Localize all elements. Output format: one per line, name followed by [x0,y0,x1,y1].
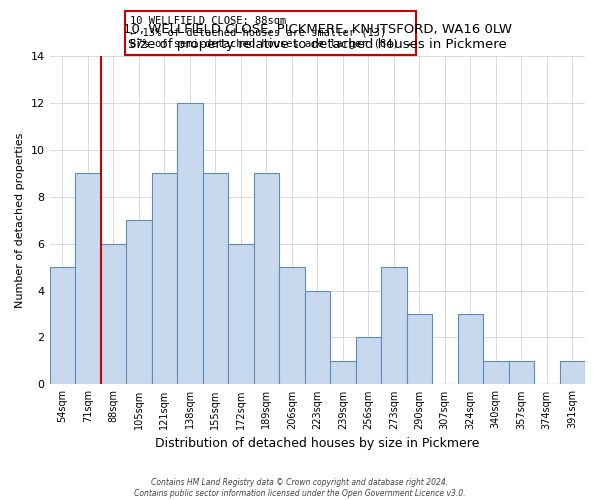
Bar [152,173,177,384]
Bar [509,361,534,384]
Bar [356,338,381,384]
Bar [177,103,203,384]
Bar [560,361,585,384]
Bar [483,361,509,384]
Bar [407,314,432,384]
Bar [50,267,75,384]
Bar [330,361,356,384]
Bar [305,290,330,384]
Bar [279,267,305,384]
Bar [381,267,407,384]
X-axis label: Distribution of detached houses by size in Pickmere: Distribution of detached houses by size … [155,437,479,450]
Bar [101,244,126,384]
Bar [228,244,254,384]
Bar [254,173,279,384]
Text: 10 WELLFIELD CLOSE: 88sqm
← 13% of detached houses are smaller (13)
87% of semi-: 10 WELLFIELD CLOSE: 88sqm ← 13% of detac… [130,16,411,50]
Title: 10, WELLFIELD CLOSE, PICKMERE, KNUTSFORD, WA16 0LW
Size of property relative to : 10, WELLFIELD CLOSE, PICKMERE, KNUTSFORD… [123,22,512,50]
Bar [75,173,101,384]
Y-axis label: Number of detached properties: Number of detached properties [15,132,25,308]
Bar [458,314,483,384]
Text: Contains HM Land Registry data © Crown copyright and database right 2024.
Contai: Contains HM Land Registry data © Crown c… [134,478,466,498]
Bar [203,173,228,384]
Bar [126,220,152,384]
